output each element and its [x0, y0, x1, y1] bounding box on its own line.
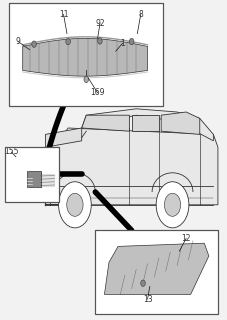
Polygon shape: [132, 115, 159, 131]
Text: 8: 8: [138, 10, 143, 19]
Polygon shape: [104, 243, 209, 294]
Polygon shape: [45, 128, 218, 205]
Text: 12: 12: [181, 234, 191, 243]
Bar: [95, 230, 218, 314]
Circle shape: [156, 182, 189, 228]
Text: 13: 13: [143, 295, 152, 304]
Circle shape: [98, 38, 102, 44]
Circle shape: [84, 76, 89, 83]
Text: 155: 155: [4, 148, 19, 156]
Polygon shape: [161, 112, 200, 134]
Bar: [5, 147, 59, 202]
Polygon shape: [82, 115, 129, 131]
Bar: [27, 171, 41, 187]
Bar: [9, 3, 163, 106]
Polygon shape: [82, 109, 213, 141]
Circle shape: [66, 38, 70, 45]
Polygon shape: [45, 128, 82, 147]
Circle shape: [141, 280, 145, 286]
Circle shape: [32, 41, 36, 47]
Polygon shape: [23, 38, 148, 76]
Circle shape: [129, 38, 134, 45]
Text: 1: 1: [120, 39, 125, 48]
Text: 9: 9: [16, 37, 21, 46]
Text: 11: 11: [59, 10, 68, 19]
Text: 169: 169: [90, 88, 105, 97]
Circle shape: [164, 193, 181, 216]
Bar: [95, 230, 218, 314]
Circle shape: [59, 182, 91, 228]
Text: 92: 92: [95, 20, 105, 28]
Bar: [9, 3, 163, 106]
Polygon shape: [45, 147, 50, 205]
Circle shape: [67, 193, 83, 216]
Bar: [5, 147, 59, 202]
